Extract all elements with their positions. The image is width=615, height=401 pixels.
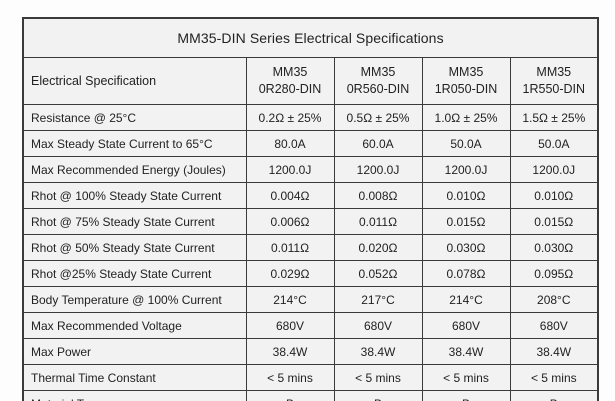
- row-label: Resistance @ 25°C: [22, 104, 247, 131]
- row-value: 0.052Ω: [333, 260, 423, 287]
- table-row-max-energy: Max Recommended Energy (Joules) 1200.0J …: [22, 156, 599, 183]
- row-value: 38.4W: [245, 338, 335, 365]
- row-label: Rhot @ 100% Steady State Current: [22, 182, 247, 209]
- row-value: 0.2Ω ± 25%: [245, 104, 335, 131]
- column-header-spec: Electrical Specification: [22, 57, 247, 105]
- model-number: 1R550-DIN: [522, 82, 586, 96]
- row-value: B: [245, 390, 335, 401]
- model-number: 1R050-DIN: [434, 82, 498, 96]
- row-value: 1200.0J: [509, 156, 599, 183]
- row-value: 680V: [421, 312, 511, 339]
- row-value: 50.0A: [421, 130, 511, 157]
- table-row-max-power: Max Power 38.4W 38.4W 38.4W 38.4W: [22, 338, 599, 365]
- row-value: 38.4W: [421, 338, 511, 365]
- row-value: 0.011Ω: [333, 208, 423, 235]
- row-value: 50.0A: [509, 130, 599, 157]
- row-value: 680V: [333, 312, 423, 339]
- table-row-rhot-50: Rhot @ 50% Steady State Current 0.011Ω 0…: [22, 234, 599, 261]
- table-row-max-steady-current: Max Steady State Current to 65°C 80.0A 6…: [22, 130, 599, 157]
- row-value: 208°C: [509, 286, 599, 313]
- model-series: MM35: [272, 65, 308, 80]
- table-row-body-temperature: Body Temperature @ 100% Current 214°C 21…: [22, 286, 599, 313]
- electrical-specifications-table: MM35-DIN Series Electrical Specification…: [22, 17, 600, 401]
- row-value: 0.078Ω: [421, 260, 511, 287]
- row-value: 680V: [245, 312, 335, 339]
- model-number: 0R280-DIN: [258, 82, 322, 96]
- model-series: MM35: [448, 65, 484, 80]
- row-value: 0.015Ω: [421, 208, 511, 235]
- row-value: 1200.0J: [421, 156, 511, 183]
- row-value: < 5 mins: [509, 364, 599, 391]
- table-title-row: MM35-DIN Series Electrical Specification…: [22, 17, 599, 58]
- table-row-thermal-time-constant: Thermal Time Constant < 5 mins < 5 mins …: [22, 364, 599, 391]
- row-label: Rhot @ 50% Steady State Current: [22, 234, 247, 261]
- table-title: MM35-DIN Series Electrical Specification…: [22, 17, 599, 58]
- row-label: Material Type: [22, 390, 247, 401]
- row-value: B: [421, 390, 511, 401]
- row-value: 217°C: [333, 286, 423, 313]
- row-value: < 5 mins: [421, 364, 511, 391]
- row-label: Thermal Time Constant: [22, 364, 247, 391]
- row-label: Body Temperature @ 100% Current: [22, 286, 247, 313]
- row-value: 680V: [509, 312, 599, 339]
- row-value: 38.4W: [333, 338, 423, 365]
- row-value: 0.029Ω: [245, 260, 335, 287]
- row-value: 0.020Ω: [333, 234, 423, 261]
- table-row-rhot-100: Rhot @ 100% Steady State Current 0.004Ω …: [22, 182, 599, 209]
- table-row-rhot-25: Rhot @25% Steady State Current 0.029Ω 0.…: [22, 260, 599, 287]
- row-value: 214°C: [421, 286, 511, 313]
- row-label: Rhot @ 75% Steady State Current: [22, 208, 247, 235]
- row-label: Max Power: [22, 338, 247, 365]
- row-label: Max Steady State Current to 65°C: [22, 130, 247, 157]
- row-value: B: [509, 390, 599, 401]
- row-value: 80.0A: [245, 130, 335, 157]
- model-series: MM35: [536, 65, 572, 80]
- row-value: 1.5Ω ± 25%: [509, 104, 599, 131]
- row-value: 0.030Ω: [421, 234, 511, 261]
- row-value: 0.008Ω: [333, 182, 423, 209]
- row-label: Max Recommended Voltage: [22, 312, 247, 339]
- table-row-rhot-75: Rhot @ 75% Steady State Current 0.006Ω 0…: [22, 208, 599, 235]
- row-label: Max Recommended Energy (Joules): [22, 156, 247, 183]
- row-value: 0.095Ω: [509, 260, 599, 287]
- table-row-material-type: Material Type B B B B: [22, 390, 599, 401]
- row-value: < 5 mins: [245, 364, 335, 391]
- row-label: Rhot @25% Steady State Current: [22, 260, 247, 287]
- row-value: 214°C: [245, 286, 335, 313]
- column-header-model-1: MM35 0R280-DIN: [245, 57, 335, 105]
- row-value: 0.5Ω ± 25%: [333, 104, 423, 131]
- table-row-max-voltage: Max Recommended Voltage 680V 680V 680V 6…: [22, 312, 599, 339]
- row-value: 0.030Ω: [509, 234, 599, 261]
- row-value: 0.010Ω: [421, 182, 511, 209]
- column-header-model-3: MM35 1R050-DIN: [421, 57, 511, 105]
- column-header-model-2: MM35 0R560-DIN: [333, 57, 423, 105]
- row-value: 0.015Ω: [509, 208, 599, 235]
- table-header-row: Electrical Specification MM35 0R280-DIN …: [22, 57, 599, 105]
- row-value: 0.010Ω: [509, 182, 599, 209]
- row-value: 1200.0J: [245, 156, 335, 183]
- row-value: 1.0Ω ± 25%: [421, 104, 511, 131]
- row-value: < 5 mins: [333, 364, 423, 391]
- row-value: 60.0A: [333, 130, 423, 157]
- column-header-model-4: MM35 1R550-DIN: [509, 57, 599, 105]
- row-value: B: [333, 390, 423, 401]
- row-value: 0.004Ω: [245, 182, 335, 209]
- row-value: 0.006Ω: [245, 208, 335, 235]
- row-value: 0.011Ω: [245, 234, 335, 261]
- row-value: 38.4W: [509, 338, 599, 365]
- model-series: MM35: [360, 65, 396, 80]
- model-number: 0R560-DIN: [346, 82, 410, 96]
- table-row-resistance: Resistance @ 25°C 0.2Ω ± 25% 0.5Ω ± 25% …: [22, 104, 599, 131]
- row-value: 1200.0J: [333, 156, 423, 183]
